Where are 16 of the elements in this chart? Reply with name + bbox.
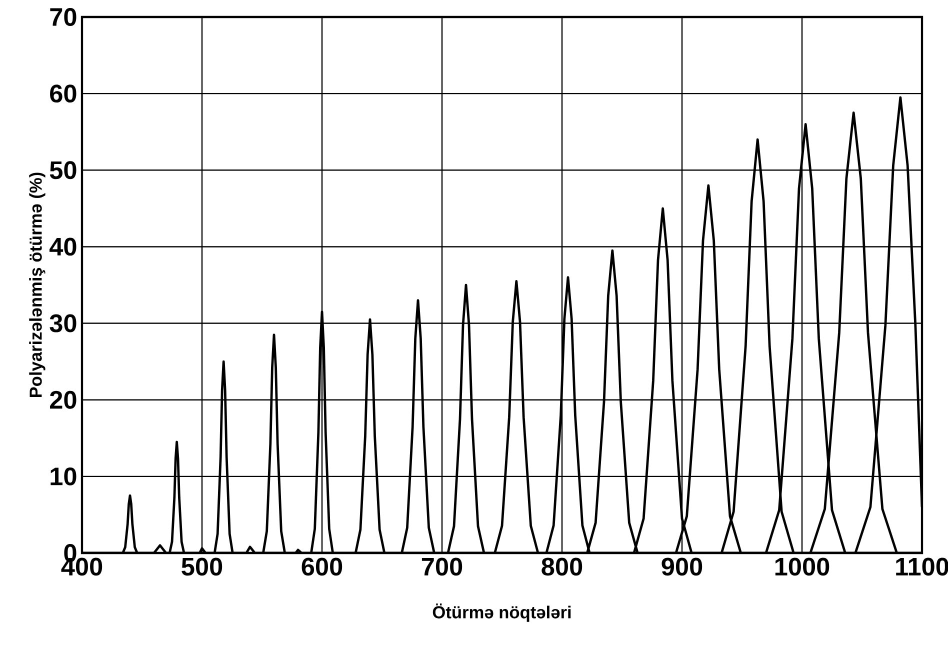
x-tick-label: 800 — [542, 558, 582, 576]
y-tick-label: 60 — [50, 84, 76, 103]
y-tick-label: 20 — [50, 390, 76, 409]
x-tick-label: 600 — [302, 558, 342, 576]
x-tick-label: 500 — [182, 558, 222, 576]
y-tick-label: 30 — [50, 314, 76, 332]
y-tick-label: 50 — [50, 161, 76, 180]
x-tick-label: 700 — [422, 558, 462, 576]
x-tick-label: 1000 — [775, 558, 830, 576]
y-tick-label: 70 — [50, 8, 76, 26]
y-axis-title: Polyarizələnmiş ötürmə (%) — [29, 172, 46, 398]
x-tick-label: 1100 — [896, 558, 948, 576]
x-axis-title: Ötürmə nöqtələri — [432, 603, 571, 622]
y-tick-label: 10 — [50, 467, 76, 486]
x-tick-label: 900 — [662, 558, 702, 576]
y-tick-label: 40 — [49, 238, 76, 256]
